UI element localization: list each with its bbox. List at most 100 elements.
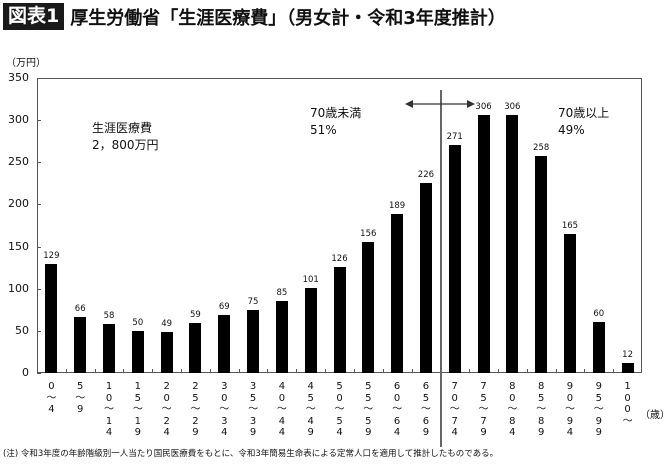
bar-value-label: 258: [533, 142, 550, 153]
x-tick-label: 7 5 〜 7 9: [478, 381, 489, 438]
x-tick-label: 8 5 〜 8 9: [536, 381, 547, 438]
bar-value-label: 306: [475, 102, 492, 113]
bar-value-label: 165: [561, 220, 579, 231]
y-tick-label: 350: [8, 71, 29, 84]
bar: [419, 182, 432, 373]
bar: [275, 301, 288, 373]
chart-title-bar: 図表1 厚生労働省「生涯医療費」（男女計・令和3年度推計）: [3, 3, 506, 30]
x-tick-mark: [238, 369, 240, 373]
x-tick-label: 9 0 〜 9 4: [564, 381, 575, 438]
y-tick-label: 100: [8, 281, 29, 295]
bar-value-label: 59: [190, 310, 201, 321]
x-tick-mark: [65, 369, 67, 373]
y-tick-label: 200: [8, 197, 29, 211]
bar-value-label: 129: [43, 251, 60, 262]
bar: [621, 362, 634, 373]
bar-value-label: 12: [622, 349, 633, 360]
x-tick-mark: [584, 369, 586, 373]
bar-value-label: 69: [218, 301, 230, 312]
x-tick-label: 9 5 〜 9 9: [593, 381, 604, 438]
y-tick-mark: [37, 204, 41, 206]
bar: [247, 309, 260, 373]
x-tick-mark: [382, 369, 384, 373]
x-tick-label: 1 0 0 〜: [622, 381, 633, 427]
bar-value-label: 226: [417, 169, 435, 180]
y-tick-mark: [37, 373, 41, 374]
x-tick-mark: [469, 369, 471, 373]
chart-title: 厚生労働省「生涯医療費」（男女計・令和3年度推計）: [70, 7, 506, 29]
x-tick-mark: [123, 369, 125, 373]
bar: [218, 314, 231, 373]
bar: [592, 322, 605, 373]
x-tick-label: 6 0 〜 6 4: [392, 381, 403, 438]
bar-value-label: 306: [504, 102, 521, 113]
x-tick-mark: [37, 369, 38, 373]
x-tick-mark: [296, 369, 298, 373]
x-axis-unit: （歳）: [640, 410, 670, 421]
bar: [563, 233, 576, 373]
x-tick-label: 2 5 〜 2 9: [190, 381, 201, 438]
x-tick-label: 0 〜 4: [46, 381, 57, 415]
annotation-over-70: 70歳以上 49%: [558, 106, 610, 137]
bar: [448, 144, 461, 373]
x-tick-mark: [94, 369, 96, 373]
age-70-divider-line: [440, 90, 442, 447]
y-tick-mark: [37, 162, 41, 164]
y-axis-unit: （万円）: [6, 58, 46, 69]
x-tick-label: 3 5 〜 3 9: [248, 381, 259, 438]
y-tick-label: 250: [8, 155, 29, 169]
bar-value-label: 50: [132, 317, 144, 328]
x-tick-label: 1 0 〜 1 4: [104, 381, 115, 438]
y-tick-mark: [37, 120, 41, 122]
bar: [160, 331, 173, 373]
x-tick-mark: [267, 369, 269, 373]
x-tick-label: 1 5 〜 1 9: [132, 381, 143, 438]
x-tick-label: 3 0 〜 3 4: [219, 381, 230, 438]
x-tick-label: 5 5 〜 5 9: [363, 381, 374, 438]
x-tick-label: 4 0 〜 4 4: [276, 381, 287, 438]
y-tick-label: 50: [15, 323, 29, 337]
y-tick-label: 0: [22, 366, 29, 379]
x-tick-mark: [497, 369, 499, 373]
y-tick-label: 150: [8, 239, 29, 253]
x-tick-mark: [411, 369, 413, 373]
x-tick-label: 5 0 〜 5 4: [334, 381, 345, 438]
bar: [391, 213, 404, 373]
double-arrow-icon: [405, 100, 475, 108]
bar-value-label: 156: [360, 228, 377, 239]
bar: [74, 317, 87, 373]
bar: [189, 323, 202, 373]
x-tick-mark: [152, 369, 154, 373]
bar: [506, 115, 519, 373]
bar-value-label: 75: [247, 296, 259, 307]
bar-value-label: 49: [161, 318, 173, 329]
x-tick-mark: [555, 369, 557, 373]
bar-value-label: 58: [103, 311, 115, 322]
x-tick-mark: [353, 369, 355, 373]
bar: [131, 330, 144, 373]
bar: [103, 324, 116, 373]
bar: [304, 287, 317, 373]
annotation-under-70: 70歳未満 51%: [310, 106, 362, 137]
y-tick-label: 300: [8, 113, 29, 127]
x-tick-mark: [526, 369, 528, 373]
bar-value-label: 66: [74, 304, 86, 315]
bar-value-label: 126: [331, 253, 348, 264]
bar: [535, 155, 548, 373]
bar: [362, 241, 375, 373]
bar-value-label: 85: [276, 288, 288, 299]
x-tick-mark: [209, 369, 211, 373]
footnote: (注) 令和3年度の年齢階級別一人当たり国民医療費をもとに、令和3年簡易生命表に…: [3, 449, 499, 459]
bar-value-label: 60: [593, 309, 605, 320]
bar: [333, 266, 346, 373]
y-tick-mark: [37, 330, 41, 332]
bar: [45, 264, 58, 373]
x-tick-label: 6 5 〜 6 9: [420, 381, 431, 438]
x-tick-label: 2 0 〜 2 4: [161, 381, 172, 438]
figure-badge: 図表1: [3, 3, 65, 30]
y-tick-mark: [37, 246, 41, 248]
x-tick-label: 5 〜 9: [75, 381, 86, 415]
x-tick-mark: [181, 369, 183, 373]
x-tick-label: 7 0 〜 7 4: [449, 381, 460, 438]
bar-value-label: 189: [388, 200, 406, 211]
